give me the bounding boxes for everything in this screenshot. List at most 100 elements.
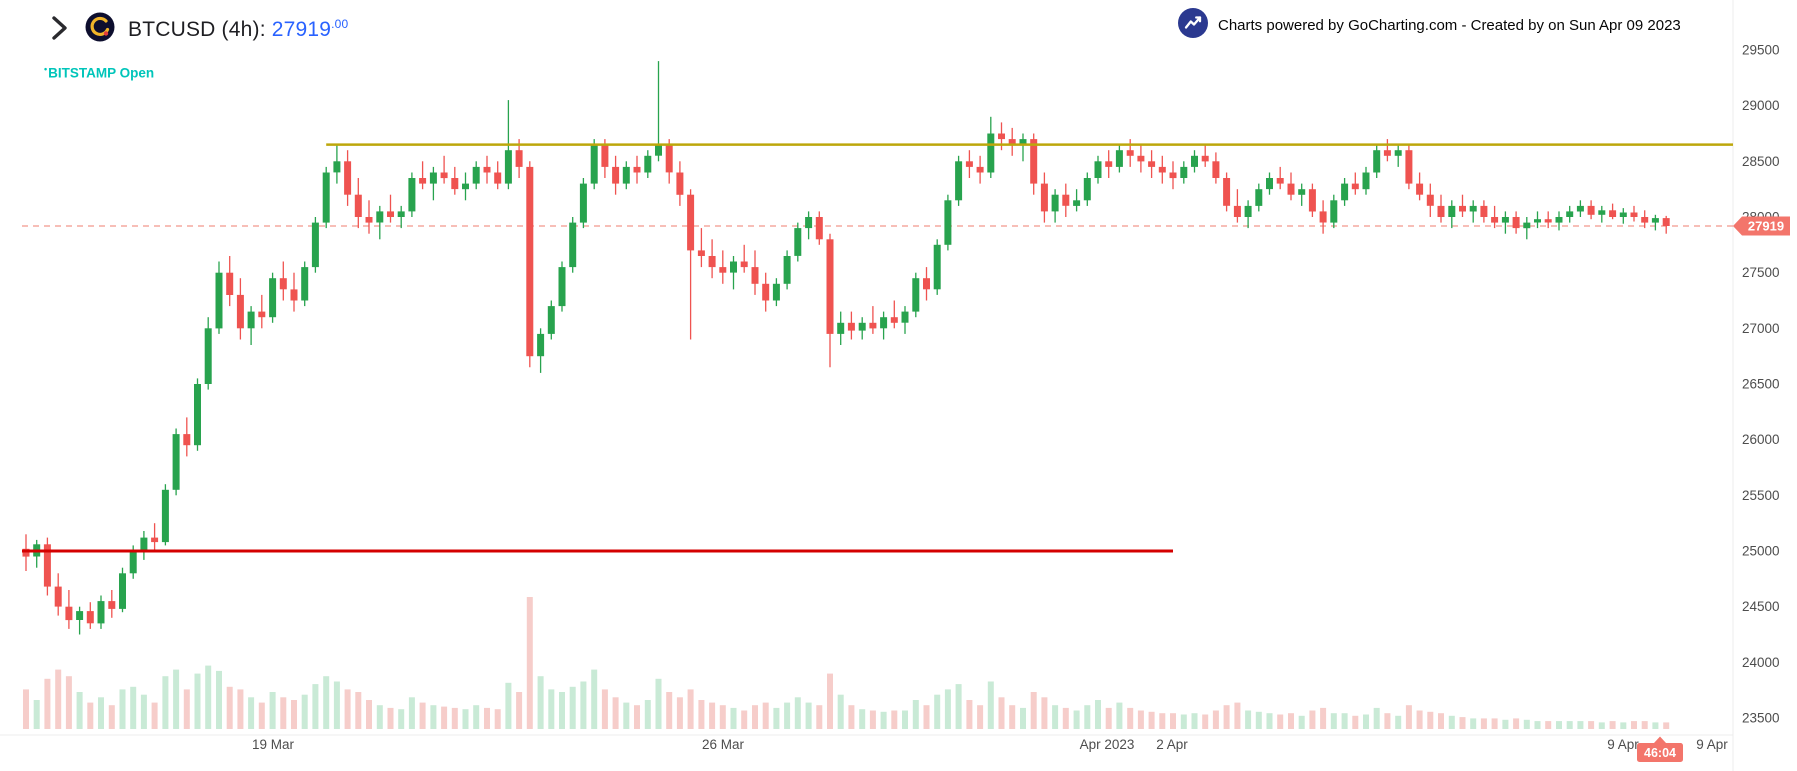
volume-bar [1384, 713, 1391, 729]
candle-body [376, 211, 384, 223]
volume-bar [1438, 713, 1444, 729]
volume-bar [1052, 705, 1059, 729]
candle-body [419, 178, 427, 184]
volume-bar [1405, 705, 1412, 729]
candle-body [1298, 189, 1306, 195]
candle-body [333, 161, 341, 173]
volume-bar [944, 689, 951, 729]
gocharting-logo-icon[interactable] [85, 12, 115, 47]
volume-bar [1234, 702, 1241, 729]
volume-bar [1148, 711, 1155, 729]
volume-bar [998, 697, 1005, 729]
volume-bar [644, 700, 651, 729]
volume-bar [23, 689, 29, 729]
candle-body [987, 133, 995, 173]
candle-body [1201, 155, 1209, 162]
candle-body [826, 239, 834, 334]
volume-bar [569, 686, 576, 729]
exchange-status: •BITSTAMP Open [44, 64, 154, 81]
candle-body [590, 144, 598, 184]
candle-body [1651, 218, 1659, 223]
volume-bar [44, 678, 51, 729]
volume-bar [741, 710, 748, 729]
time-axis[interactable]: 19 Mar 26 Mar Apr 2023 2 Apr 9 Apr 9 Apr [252, 737, 1728, 752]
last-price-badge-bg [1733, 216, 1790, 236]
volume-bar [333, 681, 340, 729]
volume-bar [1095, 700, 1101, 729]
volume-bar [987, 681, 994, 729]
attribution-text: Charts powered by GoCharting.com - Creat… [1218, 16, 1681, 34]
candle-body [1062, 194, 1070, 206]
volume-bar [1598, 722, 1605, 729]
volume-bar [1041, 697, 1048, 729]
volume-bar [419, 702, 426, 729]
candle-body [462, 183, 469, 190]
candle-body [119, 573, 126, 609]
volume-bar [762, 702, 769, 729]
countdown-pointer-icon [1654, 736, 1666, 743]
volume-bar [591, 669, 598, 729]
price-axis-label: 28500 [1742, 154, 1780, 169]
candle-body [633, 166, 641, 173]
candle-body [558, 267, 566, 307]
attribution-bar: Charts powered by GoCharting.com - Creat… [1178, 8, 1681, 42]
volume-bar [1212, 710, 1219, 729]
candle-body [43, 544, 51, 587]
volume-bar [1491, 718, 1498, 729]
volume-bar [269, 692, 276, 729]
candle-body [569, 222, 577, 268]
candle-body [1094, 161, 1102, 178]
candle-body [301, 267, 309, 301]
volume-bar [1009, 705, 1016, 729]
candle-body [955, 161, 963, 201]
candle-body [1523, 222, 1531, 229]
candle-body [772, 283, 780, 301]
candle-body [311, 222, 319, 268]
volume-bar [1363, 714, 1369, 729]
volume-bar [65, 676, 72, 729]
volume-bar [1395, 715, 1402, 729]
candle-body [1437, 205, 1445, 217]
price-axis[interactable]: 2950029000285002800027500270002650026000… [1742, 43, 1780, 726]
candle-body [1040, 183, 1048, 212]
candle-body [1223, 178, 1231, 206]
candle-body [183, 434, 191, 446]
volume-bar [1545, 721, 1552, 729]
volume-bar [162, 676, 169, 729]
volume-bar [1588, 721, 1595, 729]
candle-body [858, 322, 866, 331]
volume-bar [634, 705, 640, 729]
candle-body [1266, 178, 1273, 190]
volume-bar [1245, 710, 1252, 729]
status-dot-icon: • [44, 64, 48, 74]
expand-panel-button[interactable] [46, 13, 72, 46]
candle-body [226, 272, 234, 295]
volume-bar [977, 705, 984, 729]
candle-body [847, 322, 855, 331]
candle-body [1662, 218, 1670, 226]
chart-header: BTCUSD (4h): 27919.00 [46, 12, 348, 47]
volume-bar [837, 694, 844, 729]
candle-body [1587, 205, 1595, 215]
candle-body [290, 289, 298, 301]
volume-bar [387, 707, 394, 729]
candle-body [1459, 205, 1466, 212]
candle-body [1362, 172, 1370, 190]
candle-body [1073, 200, 1081, 206]
last-price-decimals: .00 [331, 17, 349, 31]
candle-body [1576, 205, 1584, 212]
price-axis-label: 27500 [1742, 265, 1780, 280]
candle-body [976, 166, 984, 173]
candle-body [644, 155, 652, 173]
symbol-title: BTCUSD (4h): 27919.00 [128, 17, 348, 42]
candle-body [504, 150, 512, 184]
volume-bar [258, 702, 265, 729]
candle-body [161, 489, 169, 543]
volume-bar [398, 709, 405, 729]
volume-bar [687, 689, 694, 729]
volume-bar [1373, 707, 1380, 729]
volume-bar [1566, 721, 1573, 729]
candle-body [429, 172, 437, 184]
